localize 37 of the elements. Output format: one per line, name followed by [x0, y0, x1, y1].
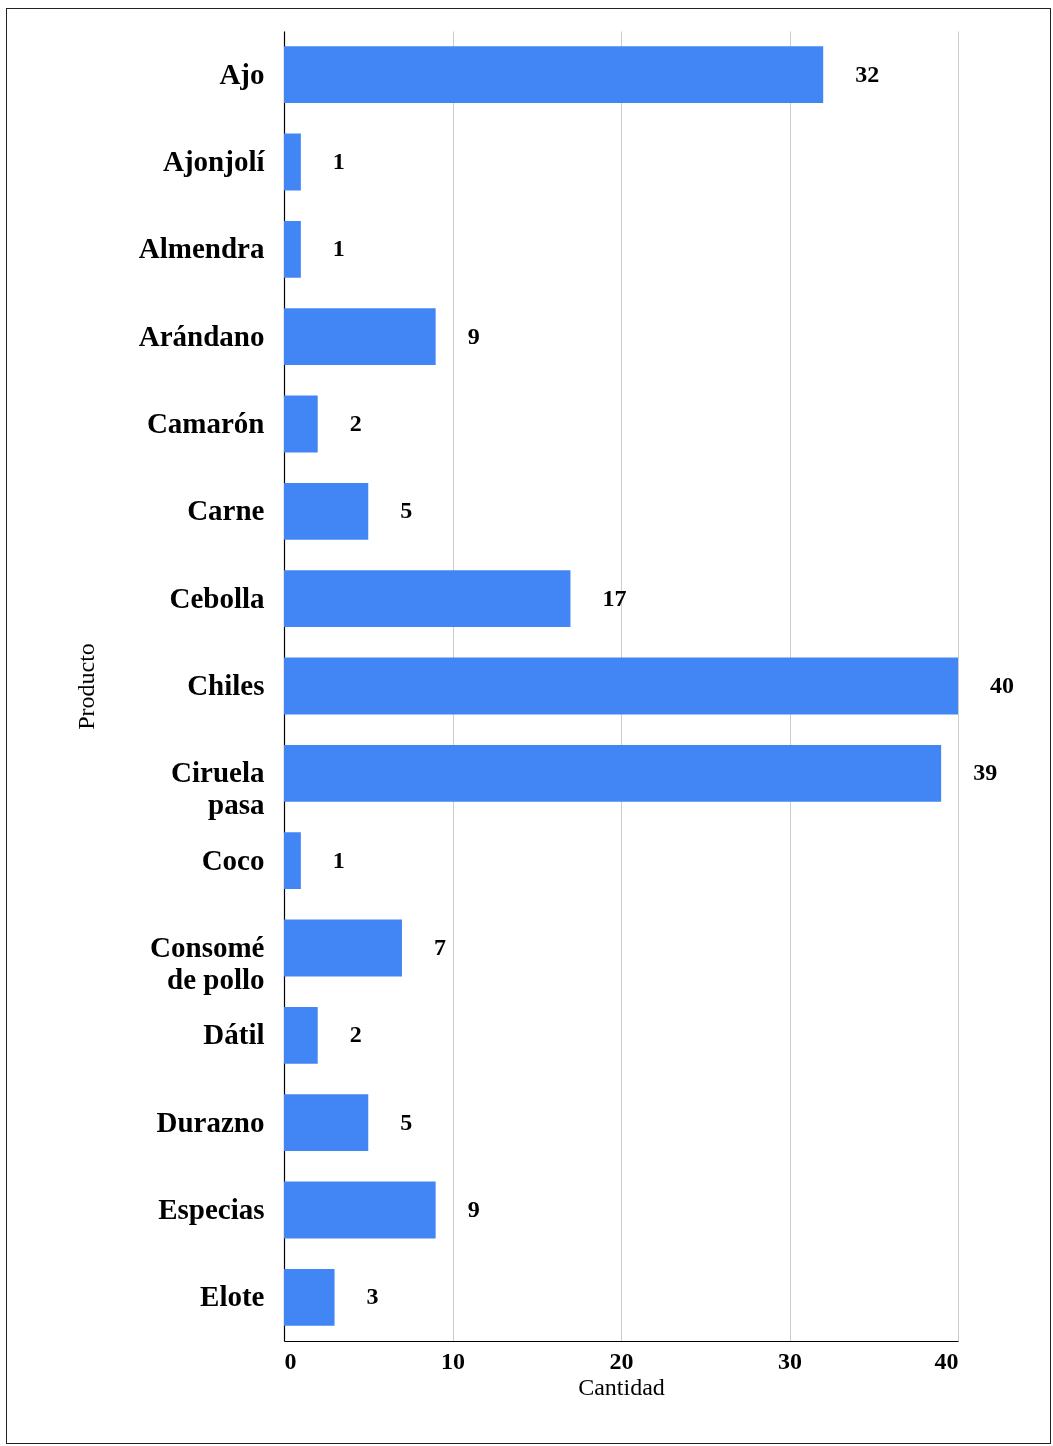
- data-label: 7: [433, 934, 446, 960]
- x-axis-title: Cantidad: [578, 1373, 665, 1400]
- y-tick-label: Ajonjolí: [163, 145, 266, 177]
- y-tick-label: Dátil: [203, 1018, 265, 1051]
- data-label: 17: [602, 584, 627, 611]
- y-tick-label: Ciruela pasa: [171, 756, 265, 821]
- x-tick-label: 30: [778, 1347, 802, 1374]
- y-tick-label: Almendra: [138, 232, 265, 265]
- y-tick-label: Elote: [200, 1280, 265, 1313]
- y-tick-label: Carne: [187, 494, 265, 527]
- data-label: 39: [973, 759, 998, 786]
- y-tick-label: Chiles: [187, 669, 265, 701]
- data-label: 9: [467, 322, 480, 349]
- data-label: 32: [855, 60, 880, 87]
- x-tick-label: 20: [609, 1347, 634, 1374]
- y-tick-label: Coco: [201, 843, 265, 876]
- x-tick-label: 40: [934, 1347, 959, 1374]
- data-label: 5: [400, 1108, 413, 1135]
- data-label: 1: [332, 148, 345, 174]
- y-tick-label: Camarón: [146, 407, 265, 439]
- y-tick-label: Consomé de pollo: [150, 931, 265, 995]
- data-label: 2: [349, 1021, 362, 1048]
- y-tick-label: Especias: [158, 1193, 265, 1225]
- y-tick-label: Ajo: [219, 57, 265, 90]
- data-label: 9: [467, 1196, 480, 1222]
- data-label: 2: [349, 410, 362, 436]
- y-tick-label: Durazno: [156, 1105, 265, 1138]
- y-axis-title: Producto: [72, 643, 99, 730]
- x-tick-label: 0: [284, 1347, 297, 1374]
- data-label: 1: [332, 235, 345, 262]
- data-label: 1: [332, 846, 345, 873]
- y-tick-label: Arándano: [138, 319, 265, 352]
- data-label: 3: [366, 1283, 379, 1310]
- data-label: 40: [990, 672, 1014, 698]
- y-tick-label: Cebolla: [169, 581, 265, 614]
- data-label: 5: [400, 497, 413, 524]
- x-tick-label: 10: [441, 1347, 465, 1374]
